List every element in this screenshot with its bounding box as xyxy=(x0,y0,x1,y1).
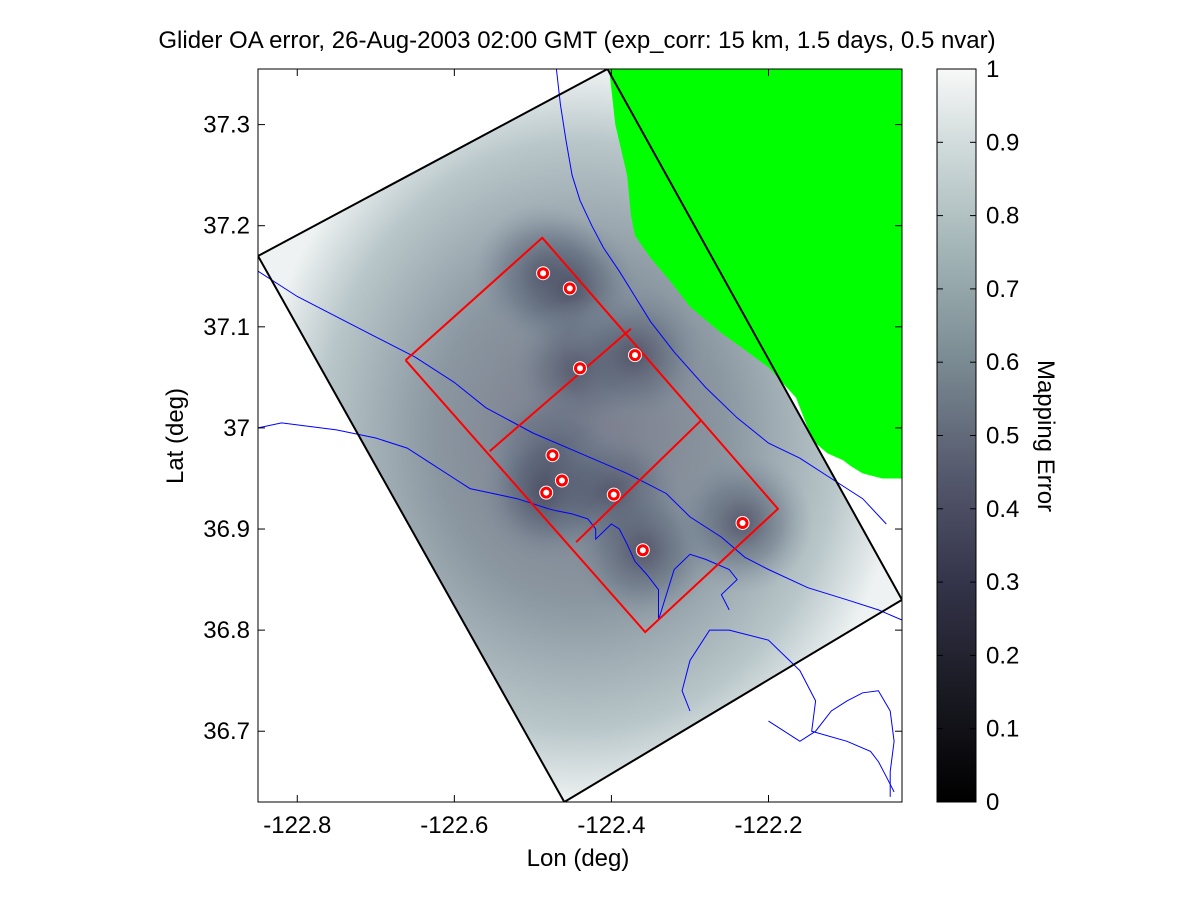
colorbar xyxy=(936,68,977,803)
x-tick-label: -122.4 xyxy=(577,812,645,839)
glider-marker-center xyxy=(540,270,547,277)
plot-frame xyxy=(257,68,903,803)
y-axis-label: Lat (deg) xyxy=(162,388,189,484)
chart-title: Glider OA error, 26-Aug-2003 02:00 GMT (… xyxy=(158,27,995,54)
colorbar-tick-label: 0.8 xyxy=(986,203,1019,230)
glider-positions xyxy=(536,266,750,558)
bathymetry-contour xyxy=(258,270,902,621)
glider-marker-center xyxy=(739,519,746,526)
glider-marker-center xyxy=(543,489,550,496)
colorbar-tick-label: 0.3 xyxy=(986,569,1019,596)
bathymetry-contour xyxy=(681,629,895,793)
x-axis-label: Lon (deg) xyxy=(527,845,630,872)
x-tick-label: -122.2 xyxy=(734,812,802,839)
track-line xyxy=(575,419,703,543)
y-tick-label: 37.2 xyxy=(203,213,250,240)
glider-position-marker xyxy=(539,485,554,500)
bathymetry-contours xyxy=(258,69,902,797)
glider-marker-center xyxy=(566,285,573,292)
y-axis: 36.7 36.8 36.9 37 37.1 37.2 37.3 xyxy=(203,112,902,745)
y-tick-label: 36.8 xyxy=(203,617,250,644)
y-tick-label: 36.7 xyxy=(203,718,250,745)
track-line xyxy=(489,328,632,452)
glider-marker-center xyxy=(631,352,638,359)
glider-position-marker xyxy=(554,473,569,488)
track-line xyxy=(404,236,780,634)
glider-position-marker xyxy=(735,515,750,530)
y-tick-label: 37.3 xyxy=(203,112,250,139)
glider-marker-center xyxy=(610,491,617,498)
glider-marker-center xyxy=(549,452,556,459)
glider-position-marker xyxy=(573,361,587,376)
x-tick-label: -122.8 xyxy=(263,812,331,839)
colorbar-tick-label: 0.6 xyxy=(986,349,1019,376)
colorbar-tick-label: 0.4 xyxy=(986,496,1019,523)
glider-marker-center xyxy=(558,477,565,484)
glider-marker-center xyxy=(577,365,583,372)
glider-position-marker xyxy=(562,281,577,296)
x-axis: -122.8 -122.6 -122.4 -122.2 xyxy=(263,69,803,839)
colorbar-ticks: 0 0.1 0.2 0.3 0.4 0.5 0.6 0.7 0.8 0.9 1 xyxy=(937,56,1019,816)
colorbar-tick-label: 0.5 xyxy=(986,423,1019,450)
land xyxy=(609,69,902,479)
colorbar-tick-label: 1 xyxy=(986,56,999,83)
bathymetry-contour xyxy=(555,69,887,525)
glider-marker-center xyxy=(639,547,646,554)
colorbar-tick-label: 0.9 xyxy=(986,129,1019,156)
y-tick-label: 37.1 xyxy=(203,314,250,341)
colorbar-tick-label: 0.2 xyxy=(986,642,1019,669)
y-tick-label: 36.9 xyxy=(203,516,250,543)
colorbar-label: Mapping Error xyxy=(1032,360,1059,512)
glider-position-marker xyxy=(606,487,621,502)
glider-position-marker xyxy=(627,348,642,363)
colorbar-tick-label: 0.7 xyxy=(986,276,1019,303)
map-plot xyxy=(258,69,902,802)
glider-position-marker xyxy=(545,448,560,463)
glider-track-boxes xyxy=(404,236,780,634)
glider-position-marker xyxy=(536,266,551,281)
domain-outline xyxy=(258,69,902,802)
y-tick-label: 37 xyxy=(223,415,250,442)
colorbar-tick-label: 0 xyxy=(986,789,999,816)
colorbar-tick-label: 0.1 xyxy=(986,716,1019,743)
bathymetry-contour xyxy=(768,690,895,797)
x-tick-label: -122.6 xyxy=(420,812,488,839)
bathymetry-contour xyxy=(258,422,738,621)
glider-position-marker xyxy=(635,543,650,558)
